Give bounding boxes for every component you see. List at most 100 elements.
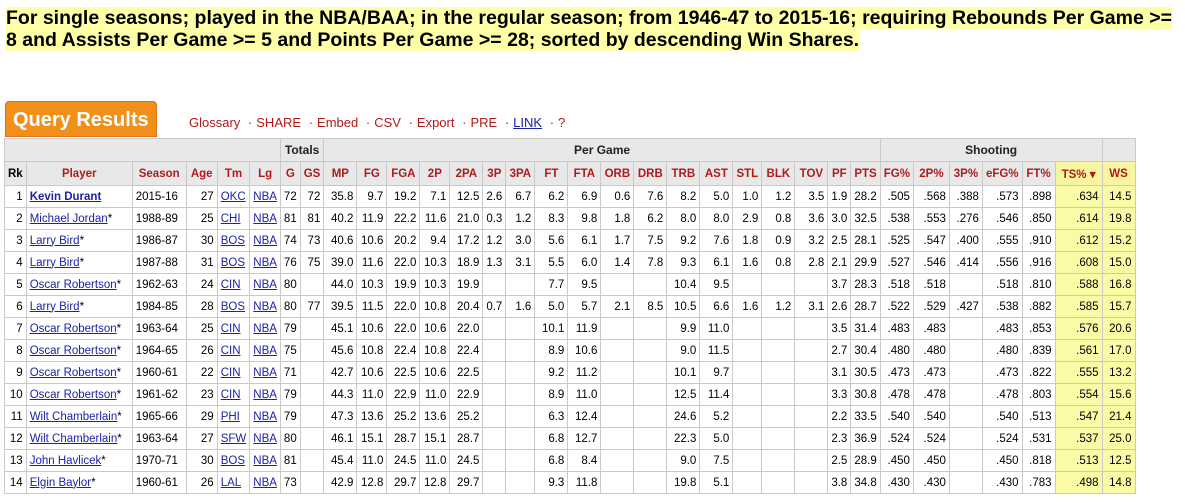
table-cell: 0.3 [482, 207, 507, 230]
team-link[interactable]: CHI [220, 212, 241, 225]
query-results-tab[interactable]: Query Results [5, 101, 157, 137]
player-link[interactable]: Elgin Baylor [29, 476, 92, 489]
csv-link[interactable]: CSV [374, 115, 401, 130]
column-header[interactable]: PF [827, 161, 852, 186]
hall-of-fame-marker: * [117, 432, 122, 445]
table-cell: 1.2 [761, 185, 796, 208]
share-link[interactable]: SHARE [256, 115, 302, 130]
column-header[interactable]: WS [1101, 161, 1136, 186]
team-link[interactable]: CIN [220, 278, 241, 291]
league-link[interactable]: NBA [253, 388, 277, 401]
player-link[interactable]: Wilt Chamberlain [29, 432, 118, 445]
team-link[interactable]: BOS [220, 256, 245, 269]
column-header[interactable]: Season [131, 161, 187, 186]
column-header[interactable]: Tm [216, 161, 251, 186]
column-header[interactable]: Lg [249, 161, 281, 186]
team-link[interactable]: BOS [220, 454, 245, 467]
column-header[interactable]: FTA [567, 161, 602, 186]
player-link[interactable]: Kevin Durant [29, 190, 102, 203]
column-header[interactable]: TS% ▾ [1054, 161, 1103, 186]
separator: · [549, 115, 555, 130]
column-header[interactable]: G [279, 161, 301, 186]
table-cell: 1.6 [505, 295, 536, 318]
column-header[interactable]: STL [732, 161, 763, 186]
table-cell [948, 339, 983, 362]
column-header[interactable]: TRB [666, 161, 701, 186]
column-header[interactable]: AST [699, 161, 734, 186]
table-cell: 10.8 [419, 295, 451, 318]
table-cell: 40.2 [323, 207, 358, 230]
player-link[interactable]: John Havlicek [29, 454, 102, 467]
embed-link[interactable]: Embed [317, 115, 359, 130]
team-link[interactable]: LAL [220, 476, 242, 489]
column-header[interactable]: ORB [600, 161, 635, 186]
team-link[interactable]: BOS [220, 234, 245, 247]
column-header[interactable]: 2PA [449, 161, 484, 186]
table-cell: NBA [249, 185, 281, 208]
table-cell: 1961-62 [131, 383, 187, 406]
table-cell: 10.6 [356, 229, 388, 252]
glossary-link[interactable]: Glossary [189, 115, 241, 130]
league-link[interactable]: NBA [253, 234, 277, 247]
player-link[interactable]: Oscar Robertson [29, 366, 117, 379]
league-link[interactable]: NBA [253, 300, 277, 313]
team-link[interactable]: PHI [220, 410, 240, 423]
player-link[interactable]: Michael Jordan [29, 212, 108, 225]
player-link[interactable]: Oscar Robertson [29, 344, 117, 357]
team-link[interactable]: BOS [220, 300, 245, 313]
league-link[interactable]: NBA [253, 278, 277, 291]
export-link[interactable]: Export [416, 115, 455, 130]
league-link[interactable]: NBA [253, 476, 277, 489]
league-link[interactable]: NBA [253, 344, 277, 357]
column-header[interactable]: FGA [386, 161, 421, 186]
column-header[interactable]: FT [534, 161, 569, 186]
help-link[interactable]: ? [558, 115, 566, 130]
team-link[interactable]: SFW [220, 432, 247, 445]
column-header[interactable]: GS [299, 161, 325, 186]
league-link[interactable]: NBA [253, 190, 277, 203]
pre-link[interactable]: PRE [470, 115, 498, 130]
player-link[interactable]: Larry Bird [29, 300, 80, 313]
player-link[interactable]: Oscar Robertson [29, 388, 117, 401]
team-link[interactable]: CIN [220, 388, 241, 401]
column-header[interactable]: FG [356, 161, 388, 186]
table-cell: 9.2 [534, 361, 569, 384]
league-link[interactable]: NBA [253, 366, 277, 379]
league-link[interactable]: NBA [253, 454, 277, 467]
table-cell: 9 [4, 361, 27, 384]
league-link[interactable]: NBA [253, 432, 277, 445]
player-link[interactable]: Oscar Robertson [29, 278, 117, 291]
player-link[interactable]: Larry Bird [29, 234, 80, 247]
column-header[interactable]: 3P% [948, 161, 983, 186]
column-header[interactable]: DRB [633, 161, 668, 186]
column-header[interactable]: PTS [850, 161, 881, 186]
league-link[interactable]: NBA [253, 212, 277, 225]
player-link[interactable]: Oscar Robertson [29, 322, 117, 335]
column-header[interactable]: Player [25, 161, 133, 186]
team-link[interactable]: OKC [220, 190, 246, 203]
column-header[interactable]: 2P [419, 161, 451, 186]
league-link[interactable]: NBA [253, 322, 277, 335]
team-link[interactable]: CIN [220, 344, 241, 357]
column-header[interactable]: 2P% [912, 161, 950, 186]
team-link[interactable]: CIN [220, 322, 241, 335]
hall-of-fame-marker: * [116, 366, 122, 379]
column-header[interactable]: 3PA [505, 161, 536, 186]
table-row: 8 Oscar Robertson* 1964-65 26 CIN NBA 75 45.6 10… [4, 339, 1136, 362]
column-header[interactable]: FG% [879, 161, 914, 186]
column-header[interactable]: MP [323, 161, 358, 186]
player-link[interactable]: Larry Bird [29, 256, 80, 269]
table-cell [761, 427, 796, 450]
table-cell: 2.6 [827, 295, 852, 318]
column-header[interactable]: FT% [1021, 161, 1056, 186]
league-link[interactable]: NBA [253, 410, 277, 423]
column-header[interactable]: TOV [794, 161, 829, 186]
column-header[interactable]: eFG% [981, 161, 1023, 186]
player-link[interactable]: Wilt Chamberlain [29, 410, 118, 423]
team-link[interactable]: CIN [220, 366, 241, 379]
link-link[interactable]: LINK [513, 115, 543, 130]
column-header[interactable]: 3P [482, 161, 507, 186]
column-header[interactable]: Age [185, 161, 218, 186]
league-link[interactable]: NBA [253, 256, 277, 269]
column-header[interactable]: BLK [761, 161, 796, 186]
